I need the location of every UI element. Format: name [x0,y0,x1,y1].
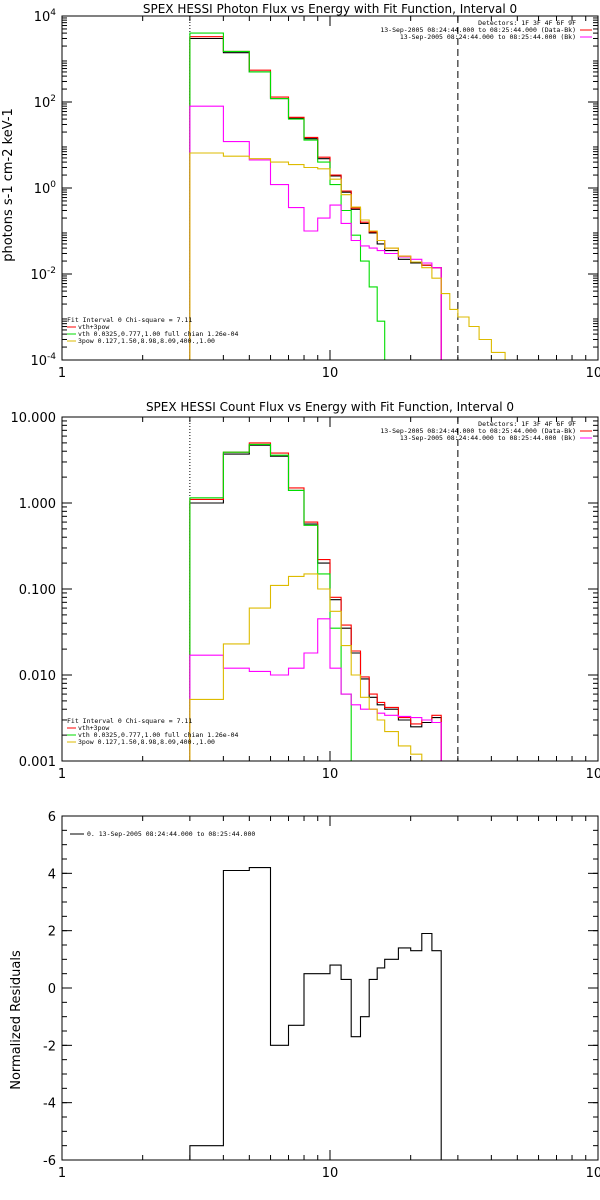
x-tick-label: 10 [322,366,339,381]
chart-title: SPEX HESSI Photon Flux vs Energy with Fi… [143,2,517,16]
photon-flux-panel: SPEX HESSI Photon Flux vs Energy with Fi… [1,2,600,381]
x-tick-label: 1 [58,366,66,381]
header-line: 13-Sep-2005 08:24:44.000 to 08:25:44.000… [380,427,576,435]
y-tick-label: 10-2 [30,266,56,283]
y-tick-label: 102 [34,94,56,111]
chart-title: SPEX HESSI Count Flux vs Energy with Fit… [146,400,514,414]
y-tick-label: 0.001 [19,755,56,770]
x-tick-label: 1 [58,767,66,782]
y-axis-label: photons s-1 cm-2 keV-1 [1,108,16,262]
y-tick-label: 10.000 [11,411,57,426]
x-tick-label: 100 [586,366,600,381]
y-tick-label: -6 [43,1154,56,1169]
residuals-panel: Normalized Residuals 1 10 100 6 4 2 0 -2 -4 -6 0.… [9,810,600,1181]
header-line: Detectors: 1F 3F 4F 6F 9F [478,420,576,428]
fit-component-line: vth+3pow [78,323,109,331]
series-histogram-line [189,867,442,1160]
x-tick-label: 100 [586,767,600,782]
y-tick-label: 0.100 [19,583,56,598]
series-histogram-line [189,105,450,361]
plot-area: 1 10 100 10-4 10-2 100 102 104 [30,8,600,381]
y-tick-label: 2 [48,925,56,940]
x-tick-label: 100 [586,1166,600,1181]
plot-frame [61,15,599,361]
fit-component-line: 3pow 0.127,1.50,8.98,8.09,400.,1.00 [78,738,215,746]
x-tick-label: 10 [322,767,339,782]
count-flux-panel: SPEX HESSI Count Flux vs Energy with Fit… [11,400,600,782]
y-tick-label: 1.000 [19,497,56,512]
header-line: 13-Sep-2005 08:24:44.000 to 08:25:44.000… [400,434,576,442]
y-tick-label: -2 [43,1039,56,1054]
plot-frame [61,416,599,762]
x-tick-label: 1 [58,1166,66,1181]
fit-component-line: 3pow 0.127,1.50,8.98,8.09,400.,1.00 [78,337,215,345]
fit-component-line: vth+3pow [78,724,109,732]
y-tick-label: 10-4 [30,352,56,369]
series-histogram-line [189,152,506,360]
x-tick-label: 10 [322,1166,339,1181]
fit-summary-line: Fit Interval 0 Chi-square = 7.11 [67,316,192,324]
fit-component-line: vth 0.0325,0.777,1.00 full chian 1.26e-0… [78,731,239,739]
y-axis-label: Normalized Residuals [9,950,24,1090]
series-histogram-line [189,573,432,762]
series-histogram-line [189,32,399,361]
fit-summary-line: Fit Interval 0 Chi-square = 7.11 [67,717,192,725]
y-tick-label: 104 [34,8,57,25]
legend-text: 0. 13-Sep-2005 08:24:44.000 to 08:25:44.… [87,830,255,838]
y-tick-label: 100 [34,180,57,197]
y-tick-label: 4 [48,867,56,882]
y-tick-label: -4 [43,1097,56,1112]
header-line: Detectors: 1F 3F 4F 6F 9F [478,19,576,27]
header-line: 13-Sep-2005 08:24:44.000 to 08:25:44.000… [380,26,576,34]
plot-frame [61,815,599,1161]
y-tick-label: 0.010 [19,669,56,684]
fit-component-line: vth 0.0325,0.777,1.00 full chian 1.26e-0… [78,330,239,338]
y-tick-label: 0 [48,982,56,997]
legend: 0. 13-Sep-2005 08:24:44.000 to 08:25:44.… [70,830,255,838]
header-line: 13-Sep-2005 08:24:44.000 to 08:25:44.000… [400,33,576,41]
y-tick-label: 6 [48,810,56,825]
series-histogram-line [189,618,442,761]
